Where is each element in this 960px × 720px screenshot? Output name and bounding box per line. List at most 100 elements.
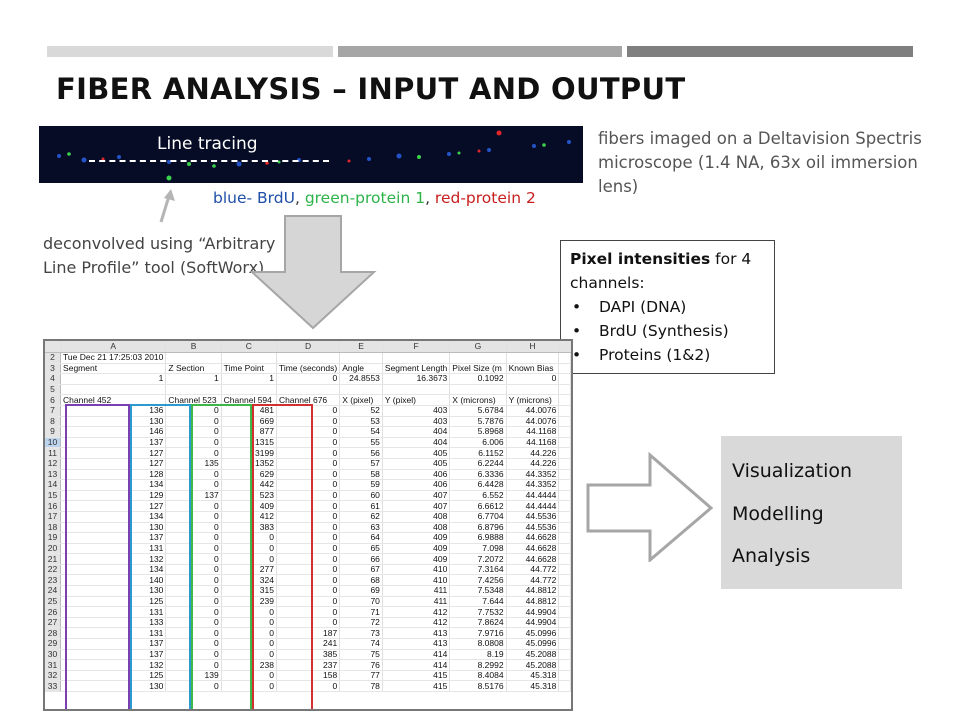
table-cell[interactable]: 8.4084: [449, 670, 507, 682]
table-cell[interactable]: 8.19: [449, 649, 507, 661]
table-cell[interactable]: 315: [221, 585, 277, 597]
row-number[interactable]: 19: [45, 532, 62, 544]
table-cell[interactable]: 130: [60, 522, 167, 534]
row-number[interactable]: 4: [45, 373, 62, 385]
table-cell[interactable]: Segment: [60, 363, 167, 375]
table-cell[interactable]: 0: [276, 511, 341, 523]
table-cell[interactable]: 409: [382, 543, 451, 555]
row-number[interactable]: 9: [45, 426, 62, 438]
table-cell[interactable]: 523: [221, 490, 277, 502]
table-cell[interactable]: 0: [165, 585, 222, 597]
table-cell[interactable]: [382, 384, 451, 396]
table-cell[interactable]: 0: [276, 680, 341, 692]
table-cell[interactable]: 0: [276, 490, 341, 502]
table-cell[interactable]: 6.2244: [449, 458, 507, 470]
table-cell[interactable]: 69: [339, 585, 383, 597]
table-cell[interactable]: 127: [60, 447, 167, 459]
table-cell[interactable]: [165, 352, 222, 364]
table-cell[interactable]: 0: [276, 606, 341, 618]
table-cell[interactable]: 44.6628: [506, 543, 560, 555]
table-cell[interactable]: 44.772: [506, 574, 560, 587]
table-cell[interactable]: 629: [221, 469, 277, 481]
table-cell[interactable]: Channel 676: [276, 394, 341, 406]
table-cell[interactable]: 405: [382, 447, 451, 459]
table-cell[interactable]: 130: [60, 585, 167, 597]
table-cell[interactable]: 0: [221, 606, 277, 618]
table-cell[interactable]: 411: [382, 596, 451, 608]
table-cell[interactable]: 6.006: [449, 437, 507, 449]
table-cell[interactable]: 239: [221, 596, 277, 608]
table-cell[interactable]: 187: [276, 627, 341, 640]
table-cell[interactable]: Channel 523: [165, 394, 222, 406]
table-cell[interactable]: [449, 384, 507, 396]
table-cell[interactable]: 68: [339, 574, 383, 587]
table-cell[interactable]: 74: [339, 638, 383, 650]
table-cell[interactable]: 6.7704: [449, 511, 507, 523]
table-cell[interactable]: Channel 594: [221, 394, 277, 406]
table-cell[interactable]: 241: [276, 638, 341, 650]
table-cell[interactable]: 5.6784: [449, 405, 507, 417]
table-cell[interactable]: 405: [382, 458, 451, 470]
table-cell[interactable]: 409: [382, 532, 451, 544]
table-cell[interactable]: 0: [221, 649, 277, 661]
row-number[interactable]: 7: [45, 405, 62, 417]
table-cell[interactable]: 137: [60, 532, 167, 544]
table-cell[interactable]: 8.5176: [449, 680, 507, 692]
table-cell[interactable]: 127: [60, 458, 167, 470]
table-cell[interactable]: 44.3352: [506, 479, 560, 491]
table-cell[interactable]: 66: [339, 553, 383, 565]
table-cell[interactable]: 127: [60, 500, 167, 512]
table-cell[interactable]: 44.1168: [506, 437, 560, 449]
table-cell[interactable]: 0: [165, 553, 222, 565]
table-cell[interactable]: 3199: [221, 447, 277, 459]
table-cell[interactable]: [60, 384, 167, 396]
table-cell[interactable]: 6.6612: [449, 500, 507, 512]
table-cell[interactable]: 669: [221, 416, 277, 428]
table-cell[interactable]: 0: [165, 500, 222, 512]
table-cell[interactable]: 0: [165, 426, 222, 438]
table-cell[interactable]: 130: [60, 416, 167, 428]
table-cell[interactable]: 8.0808: [449, 638, 507, 650]
table-cell[interactable]: 44.8812: [506, 596, 560, 608]
table-cell[interactable]: 0: [165, 649, 222, 661]
table-cell[interactable]: 75: [339, 649, 383, 661]
table-cell[interactable]: 7.5348: [449, 585, 507, 597]
table-cell[interactable]: Pixel Size (m: [449, 363, 507, 375]
table-cell[interactable]: 0: [165, 479, 222, 491]
row-number[interactable]: 2: [45, 352, 62, 364]
table-cell[interactable]: 0: [165, 532, 222, 544]
table-cell[interactable]: [382, 352, 451, 364]
table-cell[interactable]: 146: [60, 426, 167, 438]
table-cell[interactable]: 44.5536: [506, 522, 560, 534]
table-cell[interactable]: 52: [339, 405, 383, 417]
table-cell[interactable]: Y (pixel): [382, 394, 451, 406]
table-cell[interactable]: [221, 384, 277, 396]
table-cell[interactable]: 0: [276, 447, 341, 459]
table-cell[interactable]: 62: [339, 511, 383, 523]
table-cell[interactable]: 139: [165, 670, 222, 682]
table-cell[interactable]: Time Point: [221, 363, 277, 375]
table-cell[interactable]: 45.0996: [506, 638, 560, 650]
table-cell[interactable]: 128: [60, 469, 167, 481]
column-header[interactable]: B: [165, 341, 222, 353]
table-cell[interactable]: 403: [382, 416, 451, 428]
table-cell[interactable]: 0: [276, 500, 341, 512]
table-cell[interactable]: 44.6628: [506, 553, 560, 565]
table-cell[interactable]: 44.772: [506, 564, 560, 576]
table-cell[interactable]: 132: [60, 659, 167, 671]
table-cell[interactable]: 0: [165, 416, 222, 428]
table-cell[interactable]: Y (microns): [506, 394, 560, 406]
table-cell[interactable]: X (pixel): [339, 394, 383, 406]
table-cell[interactable]: 0: [276, 543, 341, 555]
table-cell[interactable]: 0: [165, 522, 222, 534]
table-cell[interactable]: 44.226: [506, 458, 560, 470]
table-cell[interactable]: 0: [276, 437, 341, 449]
table-cell[interactable]: 0: [276, 585, 341, 597]
table-cell[interactable]: 408: [382, 522, 451, 534]
table-cell[interactable]: 407: [382, 490, 451, 502]
table-cell[interactable]: 134: [60, 511, 167, 523]
table-cell[interactable]: 0: [221, 638, 277, 650]
table-cell[interactable]: 45.2088: [506, 659, 560, 671]
table-cell[interactable]: 404: [382, 437, 451, 449]
table-cell[interactable]: 64: [339, 532, 383, 544]
